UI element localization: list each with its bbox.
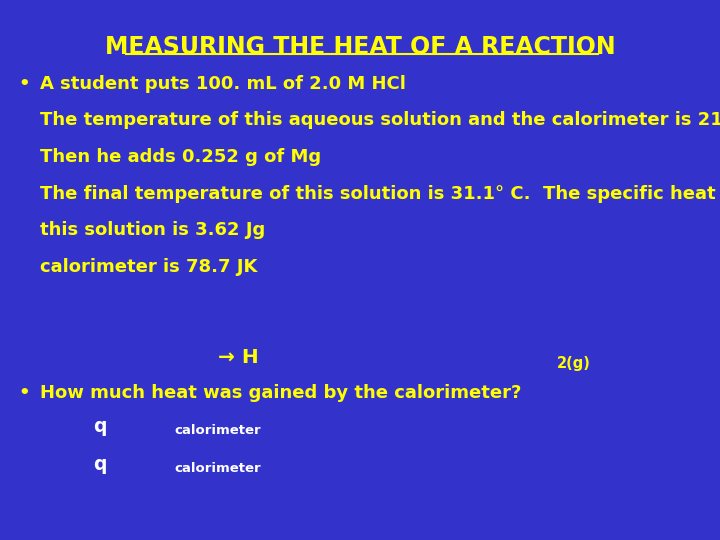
Text: this solution is 3.62 Jg: this solution is 3.62 Jg [40,221,265,239]
Text: q: q [94,417,107,436]
Text: MEASURING THE HEAT OF A REACTION: MEASURING THE HEAT OF A REACTION [104,35,616,58]
Text: How much heat was gained by the calorimeter?: How much heat was gained by the calorime… [40,384,521,402]
Text: The temperature of this aqueous solution and the calorimeter is 21.4° C.: The temperature of this aqueous solution… [40,111,720,129]
Text: calorimeter: calorimeter [174,424,261,437]
Text: A student puts 100. mL of 2.0 M HCl: A student puts 100. mL of 2.0 M HCl [40,75,405,92]
Text: q: q [94,455,107,474]
Text: •: • [18,75,30,92]
Text: → H: → H [210,348,258,367]
Text: Then he adds 0.252 g of Mg: Then he adds 0.252 g of Mg [40,148,320,166]
Text: 2(g): 2(g) [557,356,591,372]
Text: •: • [18,384,30,402]
Text: The final temperature of this solution is 31.1° C.  The specific heat of: The final temperature of this solution i… [40,185,720,202]
Text: calorimeter is 78.7 JK: calorimeter is 78.7 JK [40,258,257,276]
Text: calorimeter: calorimeter [174,462,261,475]
